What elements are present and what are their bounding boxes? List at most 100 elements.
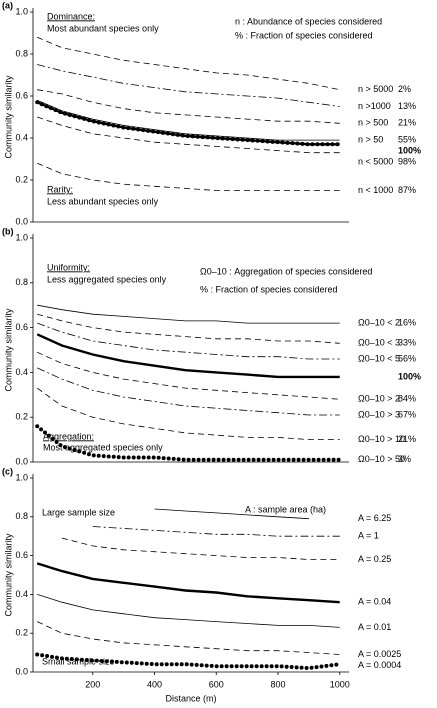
series-label: Ω0–10 > 3 — [358, 409, 400, 419]
series-line — [36, 333, 340, 379]
series-pct: 100% — [398, 145, 421, 155]
note-text: Less aggregated species only — [47, 274, 167, 284]
y-axis-title: Community similarity — [3, 308, 13, 392]
key-text: A : sample area (ha) — [245, 504, 326, 514]
y-tick-label: 0.8 — [15, 48, 28, 58]
series-label: A = 0.01 — [358, 622, 391, 632]
note-heading: Dominance: — [47, 11, 95, 21]
note-text: Most abundant species only — [47, 23, 159, 33]
y-tick-label: 0.8 — [15, 277, 28, 287]
series-line — [35, 100, 342, 147]
series-label: n < 5000 — [358, 156, 393, 166]
key-text: n : Abundance of species considered — [235, 16, 382, 26]
series-label: Ω0–10 > 2 — [358, 394, 400, 404]
series-line — [92, 526, 340, 537]
y-tick-label: 0.0 — [15, 666, 28, 676]
series-line — [37, 304, 340, 324]
series-line — [37, 162, 340, 191]
series-line — [37, 322, 340, 360]
series-label: Ω0–10 < 2 — [358, 317, 400, 327]
series-pct: 3% — [398, 454, 411, 464]
y-tick-label: 0.4 — [15, 367, 28, 377]
series-pct: 87% — [398, 185, 416, 195]
series-line — [35, 652, 342, 671]
y-tick-label: 1.0 — [15, 232, 28, 242]
note-heading: Rarity: — [47, 184, 73, 194]
series-line — [37, 621, 340, 655]
series-line — [37, 89, 340, 124]
y-tick-label: 0.4 — [15, 589, 28, 599]
y-tick-label: 0.4 — [15, 132, 28, 142]
note-text: Less abundant species only — [47, 196, 159, 206]
y-tick-label: 0.6 — [15, 90, 28, 100]
note-text: Large sample size — [42, 507, 115, 517]
series-pct: 16% — [398, 317, 416, 327]
series-label: A = 0.25 — [358, 554, 391, 564]
series-label: A = 6.25 — [358, 513, 391, 523]
x-tick-label: 600 — [209, 679, 224, 689]
x-tick-label: 200 — [85, 679, 100, 689]
series-pct: 21% — [398, 118, 416, 128]
series-label: Ω0–10 > 50 — [358, 454, 405, 464]
note-text: Most aggregated species only — [43, 442, 163, 452]
series-line — [154, 508, 309, 520]
series-label: Ω0–10 < 3 — [358, 338, 400, 348]
series-pct: 2% — [398, 84, 411, 94]
y-tick-label: 0.2 — [15, 628, 28, 638]
series-pct: 84% — [398, 394, 416, 404]
series-label: n > 500 — [358, 118, 388, 128]
y-axis-title: Community similarity — [3, 75, 13, 159]
y-tick-label: 0.6 — [15, 322, 28, 332]
y-tick-label: 0.8 — [15, 511, 28, 521]
note-text: Small sample size — [42, 656, 115, 666]
key-text: % : Fraction of species considered — [200, 284, 338, 294]
series-pct: 55% — [398, 134, 416, 144]
series-line — [36, 562, 340, 604]
series-line — [37, 36, 340, 91]
series-line — [37, 64, 340, 107]
series-label: Ω0–10 < 5 — [358, 353, 400, 363]
series-pct: 98% — [398, 156, 416, 166]
series-label: A = 1 — [358, 531, 379, 541]
series-pct: 100% — [398, 371, 421, 381]
x-tick-label: 400 — [147, 679, 162, 689]
y-tick-label: 0.6 — [15, 550, 28, 560]
series-label: Ω0–10 > 10 — [358, 434, 405, 444]
note-heading: Aggregation: — [43, 431, 94, 441]
series-label: A = 0.0004 — [358, 660, 401, 670]
y-tick-label: 0.0 — [15, 456, 28, 466]
series-line — [36, 387, 340, 440]
y-tick-label: 0.2 — [15, 174, 28, 184]
series-line — [37, 594, 340, 628]
y-tick-label: 1.0 — [15, 472, 28, 482]
series-pct: 56% — [398, 353, 416, 363]
series-pct: 21% — [398, 434, 416, 444]
series-line — [36, 101, 340, 146]
series-label: n < 1000 — [358, 185, 393, 195]
series-line — [35, 424, 342, 462]
series-label: n > 50 — [358, 134, 383, 144]
key-text: Ω0–10 : Aggregation of species considere… — [200, 266, 372, 276]
panel-label: (a) — [2, 0, 13, 10]
series-label: n > 5000 — [358, 84, 393, 94]
key-text: % : Fraction of species considered — [235, 30, 373, 40]
series-line — [37, 99, 340, 141]
y-axis-title: Community similarity — [3, 533, 13, 617]
series-line — [37, 351, 340, 400]
y-tick-label: 0.2 — [15, 412, 28, 422]
series-pct: 33% — [398, 338, 416, 348]
series-line — [61, 537, 340, 560]
series-line — [37, 116, 340, 154]
panel-label: (b) — [2, 226, 14, 236]
panel-label: (c) — [2, 466, 13, 476]
series-label: A = 0.04 — [358, 597, 391, 607]
series-label: n >1000 — [358, 101, 391, 111]
y-tick-label: 0.0 — [15, 216, 28, 226]
series-label: A = 0.0025 — [358, 649, 401, 659]
note-heading: Uniformity: — [47, 262, 90, 272]
series-line — [37, 313, 340, 344]
series-line — [37, 367, 340, 416]
x-axis-title: Distance (m) — [165, 693, 216, 703]
series-pct: 13% — [398, 101, 416, 111]
